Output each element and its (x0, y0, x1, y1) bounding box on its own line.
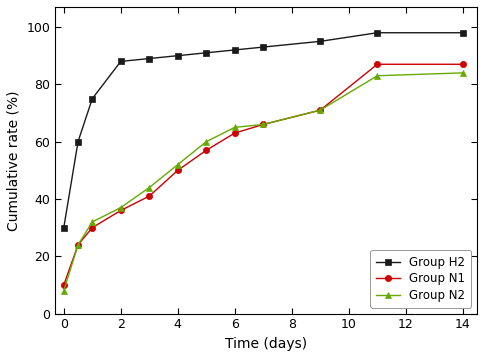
Group N1 (75, 243, 81, 247)
X-axis label: Time (days): Time (days) (225, 337, 307, 351)
Group N1 (146, 194, 152, 198)
Group H2 (90, 97, 95, 101)
Group N2 (460, 71, 466, 75)
Group H2 (460, 30, 466, 35)
Group H2 (260, 45, 266, 49)
Group H2 (75, 140, 81, 144)
Group N1 (203, 148, 209, 153)
Legend: Group H2, Group N1, Group N2: Group H2, Group N1, Group N2 (370, 250, 471, 308)
Group N2 (232, 125, 238, 130)
Group N1 (175, 168, 181, 173)
Y-axis label: Cumulative rate (%): Cumulative rate (%) (7, 90, 21, 231)
Group N1 (232, 131, 238, 135)
Group N2 (260, 122, 266, 127)
Group H2 (146, 57, 152, 61)
Group N1 (460, 62, 466, 67)
Line: Group H2: Group H2 (60, 30, 466, 231)
Group N2 (375, 74, 380, 78)
Group N2 (61, 289, 67, 293)
Group N1 (318, 108, 323, 112)
Group N1 (375, 62, 380, 67)
Group N2 (146, 185, 152, 190)
Group N2 (175, 163, 181, 167)
Group N2 (75, 243, 81, 247)
Group H2 (232, 48, 238, 52)
Group N1 (90, 226, 95, 230)
Group H2 (318, 39, 323, 43)
Group N2 (203, 140, 209, 144)
Group N2 (118, 205, 124, 210)
Group H2 (203, 51, 209, 55)
Group N2 (318, 108, 323, 112)
Group H2 (175, 54, 181, 58)
Group H2 (118, 59, 124, 64)
Group N1 (118, 208, 124, 213)
Group H2 (61, 226, 67, 230)
Group N1 (61, 283, 67, 287)
Group H2 (375, 30, 380, 35)
Group N1 (260, 122, 266, 127)
Line: Group N2: Group N2 (60, 70, 466, 294)
Group N2 (90, 220, 95, 224)
Line: Group N1: Group N1 (60, 61, 466, 288)
